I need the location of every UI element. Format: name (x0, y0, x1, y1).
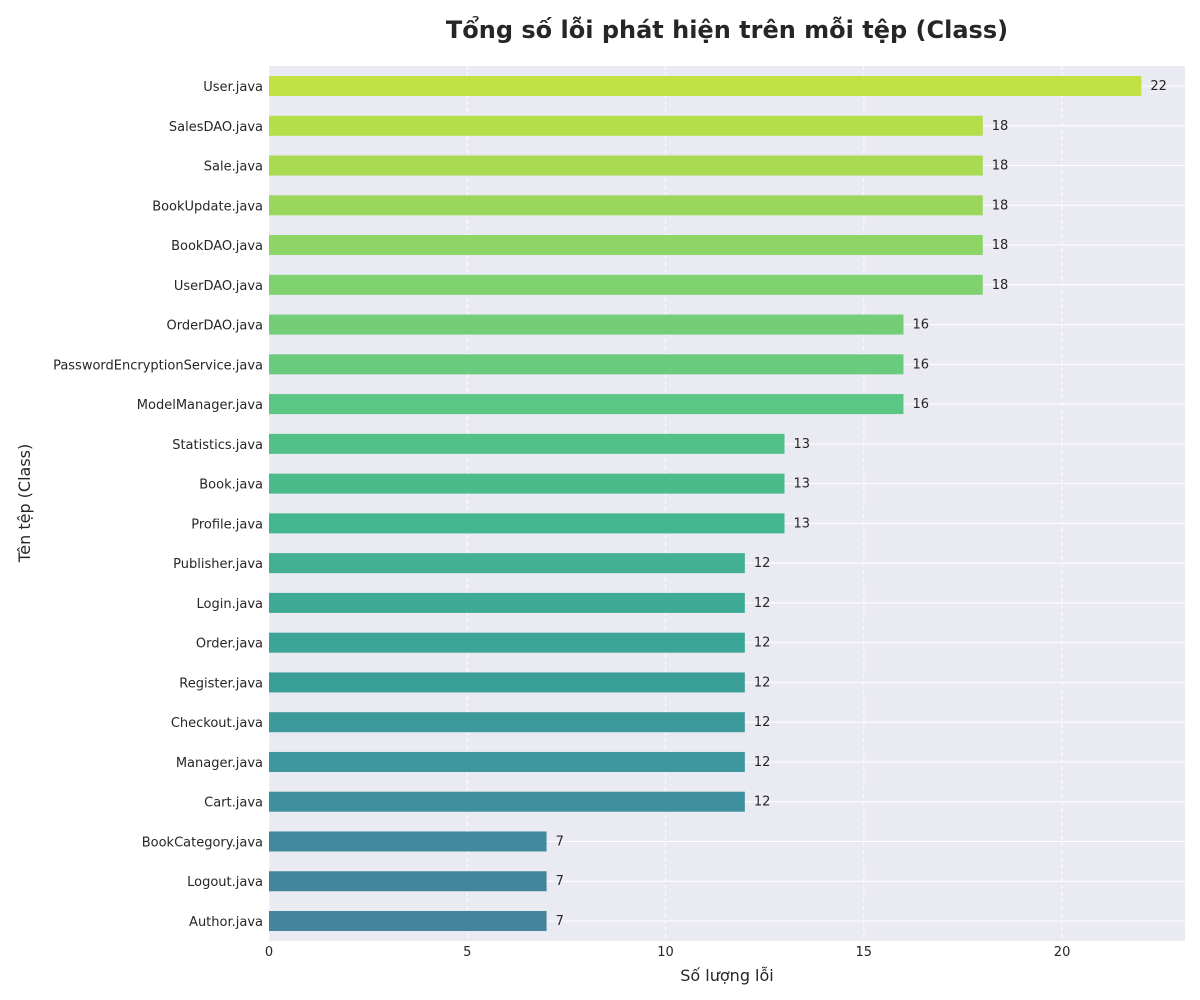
bars (269, 76, 1142, 931)
bar (269, 751, 745, 772)
bar (269, 433, 785, 454)
bar (269, 831, 547, 852)
bar (269, 712, 745, 733)
data-label: 7 (556, 834, 564, 849)
bar (269, 911, 547, 931)
x-tick-label: 0 (265, 945, 273, 960)
y-tick-label: Order.java (196, 637, 263, 652)
data-label: 12 (754, 715, 771, 730)
bar (269, 235, 983, 256)
bar (269, 155, 983, 176)
data-label: 16 (912, 357, 929, 372)
data-label: 16 (912, 318, 929, 333)
y-tick-label: Register.java (179, 676, 263, 691)
y-tick-label: Author.java (189, 915, 263, 930)
y-tick-label: User.java (203, 80, 263, 95)
bar (269, 791, 745, 812)
data-label: 18 (992, 159, 1009, 174)
y-tick-label: BookCategory.java (142, 835, 263, 850)
y-tick-label: Login.java (197, 597, 263, 612)
data-label: 18 (992, 278, 1009, 293)
x-tick-label: 10 (657, 945, 674, 960)
data-labels: 22 18 18 18 18 18 16 16 16 13 13 13 12 12 12 12 12 12 12 7 7… (556, 79, 1167, 929)
x-tick-label: 5 (463, 945, 471, 960)
y-tick-label: Logout.java (187, 875, 263, 890)
y-tick-label: Cart.java (204, 796, 263, 811)
bar (269, 473, 785, 494)
data-label: 16 (912, 397, 929, 412)
data-label: 18 (992, 119, 1009, 134)
data-label: 12 (754, 596, 771, 611)
y-tick-label: SalesDAO.java (169, 120, 263, 135)
data-label: 12 (754, 636, 771, 651)
data-label: 13 (793, 437, 810, 452)
bar (269, 553, 745, 574)
data-label: 12 (754, 795, 771, 810)
bar (269, 115, 983, 136)
bar (269, 76, 1142, 96)
bar (269, 592, 745, 613)
data-label: 22 (1150, 79, 1167, 94)
bar (269, 672, 745, 693)
y-tick-label: BookDAO.java (171, 239, 263, 254)
x-tick-label: 20 (1054, 945, 1071, 960)
data-label: 12 (754, 755, 771, 770)
bar (269, 274, 983, 295)
x-axis-label: Số lượng lỗi (680, 966, 773, 985)
y-tick-label: Manager.java (176, 756, 263, 771)
y-tick-label: PasswordEncryptionService.java (53, 358, 263, 373)
y-tick-label: UserDAO.java (174, 279, 263, 294)
y-tick-label: Profile.java (191, 517, 263, 532)
y-tick-label: ModelManager.java (137, 398, 263, 413)
y-tick-label: Checkout.java (171, 716, 263, 731)
bar (269, 513, 785, 534)
data-label: 13 (793, 477, 810, 492)
x-tick-label: 15 (856, 945, 873, 960)
data-label: 13 (793, 516, 810, 531)
data-label: 12 (754, 556, 771, 571)
data-label: 7 (556, 874, 564, 889)
y-tick-labels: User.java SalesDAO.java Sale.java BookUpdat… (53, 80, 263, 930)
bar (269, 871, 547, 892)
data-label: 12 (754, 675, 771, 690)
bar (269, 314, 904, 335)
y-axis-label: Tên tệp (Class) (15, 444, 34, 564)
data-label: 7 (556, 914, 564, 929)
bar (269, 195, 983, 216)
y-tick-label: Statistics.java (172, 438, 263, 453)
y-tick-label: BookUpdate.java (152, 199, 263, 214)
y-tick-label: Publisher.java (173, 557, 263, 572)
bar (269, 632, 745, 653)
bar (269, 354, 904, 375)
bar (269, 394, 904, 415)
data-label: 18 (992, 198, 1009, 213)
data-label: 18 (992, 238, 1009, 253)
chart-title: Tổng số lỗi phát hiện trên mỗi tệp (Clas… (446, 14, 1008, 44)
y-tick-label: Book.java (199, 478, 263, 493)
y-tick-label: OrderDAO.java (167, 319, 263, 334)
x-tick-labels: 0 5 10 15 20 (265, 945, 1070, 960)
y-tick-label: Sale.java (204, 160, 263, 175)
